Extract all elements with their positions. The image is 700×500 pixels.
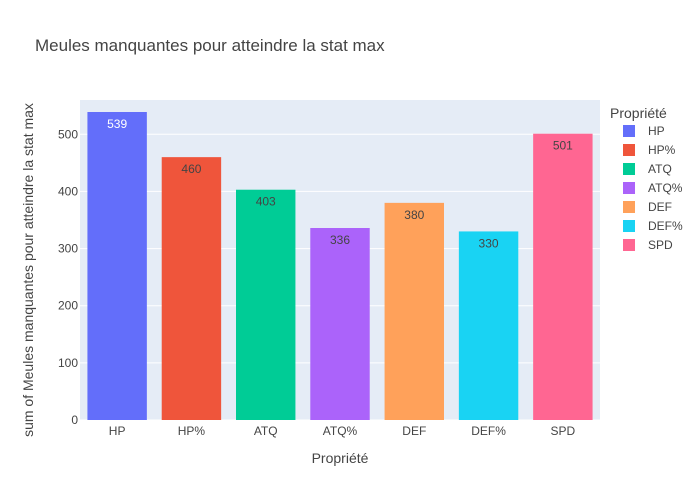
chart-title: Meules manquantes pour atteindre la stat… [35, 36, 385, 55]
bar-def[interactable] [384, 202, 444, 420]
x-tick-label: ATQ [254, 424, 278, 438]
x-tick-label: DEF% [471, 424, 506, 438]
y-tick-label: 400 [58, 184, 78, 198]
x-tick-label: DEF [402, 424, 426, 438]
legend-label: ATQ [648, 162, 672, 176]
y-tick-label: 200 [58, 299, 78, 313]
legend-swatch [623, 125, 635, 137]
bar-atq[interactable] [236, 189, 296, 420]
legend-label: HP% [648, 143, 676, 157]
legend-item[interactable]: DEF% [623, 219, 683, 233]
bar-value-label: 403 [256, 195, 276, 209]
bar-spd[interactable] [533, 133, 593, 420]
legend-items: HP HP% ATQ ATQ% DEF DEF% SPD [623, 124, 683, 252]
bar-value-label: 539 [107, 117, 127, 131]
x-tick-label: HP [109, 424, 126, 438]
legend-item[interactable]: HP% [623, 143, 676, 157]
y-tick-label: 300 [58, 242, 78, 256]
legend-item[interactable]: ATQ% [623, 181, 683, 195]
bar-value-labels: 539 460 403 336 380 330 501 [107, 117, 573, 250]
legend-swatch [623, 182, 635, 194]
bar-value-label: 380 [404, 208, 424, 222]
x-tick-label: SPD [551, 424, 576, 438]
legend-swatch [623, 144, 635, 156]
legend-swatch [623, 163, 635, 175]
bars [87, 112, 593, 420]
x-tick-label: HP% [178, 424, 206, 438]
legend-swatch [623, 201, 635, 213]
legend-swatch [623, 220, 635, 232]
legend-item[interactable]: HP [623, 124, 665, 138]
x-tick-label: ATQ% [323, 424, 358, 438]
bar-hp[interactable] [87, 112, 147, 420]
y-tick-label: 0 [71, 413, 78, 427]
bar-value-label: 336 [330, 233, 350, 247]
legend-label: SPD [648, 238, 673, 252]
bar-value-label: 501 [553, 139, 573, 153]
legend-item[interactable]: ATQ [623, 162, 672, 176]
legend-swatch [623, 239, 635, 251]
legend-label: DEF% [648, 219, 683, 233]
bar-def-pct[interactable] [458, 231, 519, 420]
bar-value-label: 460 [181, 162, 201, 176]
bar-atq-pct[interactable] [310, 228, 370, 420]
legend: Propriété HP HP% ATQ ATQ% DEF DEF% SPD [610, 105, 683, 252]
legend-item[interactable]: DEF [623, 200, 672, 214]
legend-label: DEF [648, 200, 672, 214]
x-axis-ticks: HP HP% ATQ ATQ% DEF DEF% SPD [109, 424, 576, 438]
y-tick-label: 100 [58, 356, 78, 370]
x-axis-title: Propriété [312, 450, 369, 466]
legend-title: Propriété [610, 105, 667, 121]
y-axis-title: sum of Meules manquantes pour atteindre … [20, 103, 36, 437]
legend-label: HP [648, 124, 665, 138]
bar-hp-pct[interactable] [161, 157, 222, 420]
bar-value-label: 330 [479, 236, 499, 250]
legend-item[interactable]: SPD [623, 238, 673, 252]
y-tick-label: 500 [58, 127, 78, 141]
y-axis-ticks: 0 100 200 300 400 500 [58, 127, 78, 427]
legend-label: ATQ% [648, 181, 683, 195]
